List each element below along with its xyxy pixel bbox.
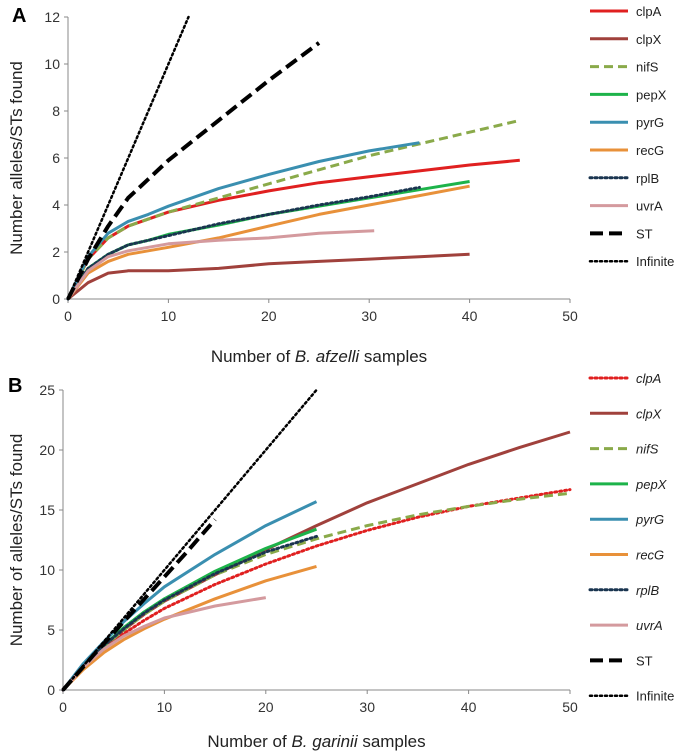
legend-label-rplb: rplB <box>636 583 659 598</box>
series-line-infinite <box>61 388 318 692</box>
x-axis-title: Number of B. garinii samples <box>207 732 425 751</box>
legend-label-recg: recG <box>636 548 664 563</box>
y-tick-label: 10 <box>39 562 55 578</box>
panel-letter: B <box>8 375 22 397</box>
legend-label-rplb: rplB <box>636 171 659 186</box>
x-axis-title-species: B. afzelli <box>295 347 360 366</box>
x-tick-label: 50 <box>562 308 578 324</box>
x-tick-label: 40 <box>462 308 478 324</box>
y-axis-title: Number of alleles/STs found <box>7 434 26 647</box>
y-tick-label: 15 <box>39 502 55 518</box>
x-axis-title-suffix: samples <box>358 732 426 751</box>
legend-label-recg: recG <box>636 143 664 158</box>
y-tick-label: 0 <box>47 682 55 698</box>
x-axis-title-prefix: Number of <box>211 347 295 366</box>
y-tick-label: 12 <box>44 9 60 25</box>
legend-label-nifs: nifS <box>636 442 659 457</box>
series-line-uvra <box>66 229 375 300</box>
series-line-clpx <box>67 252 470 301</box>
series-line-st <box>66 41 321 300</box>
series-line-pyrg <box>66 141 420 300</box>
legend-label-clpx: clpX <box>636 32 662 47</box>
y-tick-label: 2 <box>52 244 60 260</box>
x-axis-title-prefix: Number of <box>207 732 291 751</box>
y-tick-label: 0 <box>52 291 60 307</box>
legend-label-clpa: clpA <box>636 4 662 19</box>
chart-panel-b: B 0 5 10 15 20 25 0 10 20 30 40 50 Number of B. garin… <box>7 371 674 751</box>
legend: clpA clpX nifS pepX pyrG recG rplB uvrA ST Infini… <box>588 4 674 269</box>
x-tick-label: 10 <box>157 699 173 715</box>
y-tick-label: 6 <box>52 150 60 166</box>
x-tick-label: 0 <box>64 308 72 324</box>
legend-label-uvra: uvrA <box>636 199 663 214</box>
y-tick-label: 5 <box>47 622 55 638</box>
y-tick-label: 10 <box>44 56 60 72</box>
series-line-clpx <box>61 430 571 691</box>
legend-label-clpx: clpX <box>636 406 663 421</box>
y-axis-title: Number alleles/STs found <box>7 61 26 255</box>
x-tick-label: 30 <box>359 699 375 715</box>
series-line-nifs <box>61 491 571 691</box>
y-tick-label: 20 <box>39 442 55 458</box>
x-tick-label: 20 <box>261 308 277 324</box>
legend-label-pepx: pepX <box>636 87 667 102</box>
panel-letter: A <box>12 5 26 27</box>
legend-label-infinite: Infinite <box>636 689 674 704</box>
y-tick-label: 4 <box>52 197 60 213</box>
x-tick-label: 50 <box>562 699 578 715</box>
x-axis-title-species: B. garinii <box>291 732 358 751</box>
chart-panel-a: A 0 2 4 6 8 10 12 0 10 20 30 40 50 Number of B. afzell… <box>7 4 674 366</box>
legend-label-pyrg: pyrG <box>636 115 664 130</box>
x-tick-label: 20 <box>258 699 274 715</box>
x-tick-label: 30 <box>361 308 377 324</box>
legend-label-infinite: Infinite <box>636 254 674 269</box>
legend-label-uvra: uvrA <box>636 618 663 633</box>
x-axis-title: Number of B. afzelli samples <box>211 347 427 366</box>
x-tick-label: 10 <box>161 308 177 324</box>
series-line-infinite <box>66 15 190 301</box>
x-tick-label: 0 <box>59 699 67 715</box>
legend-label-st: ST <box>636 653 653 668</box>
series-line-recg <box>61 564 317 692</box>
series-line-uvra <box>61 596 267 691</box>
y-tick-label: 8 <box>52 103 60 119</box>
series-line-st <box>61 518 217 692</box>
legend-label-pyrg: pyrG <box>635 512 664 527</box>
y-tick-label: 25 <box>39 382 55 398</box>
series-line-clpa <box>66 158 520 300</box>
series-line-rplb <box>66 185 421 301</box>
series-line-clpa <box>61 488 572 692</box>
legend-label-pepx: pepX <box>635 477 668 492</box>
legend: clpA clpX nifS pepX pyrG recG rplB uvrA ST Infini… <box>588 371 674 704</box>
legend-label-nifs: nifS <box>636 60 659 75</box>
series-line-recg <box>66 184 470 300</box>
legend-label-clpa: clpA <box>636 371 661 386</box>
x-tick-label: 40 <box>461 699 477 715</box>
x-axis-title-suffix: samples <box>359 347 427 366</box>
legend-label-st: ST <box>636 226 653 241</box>
